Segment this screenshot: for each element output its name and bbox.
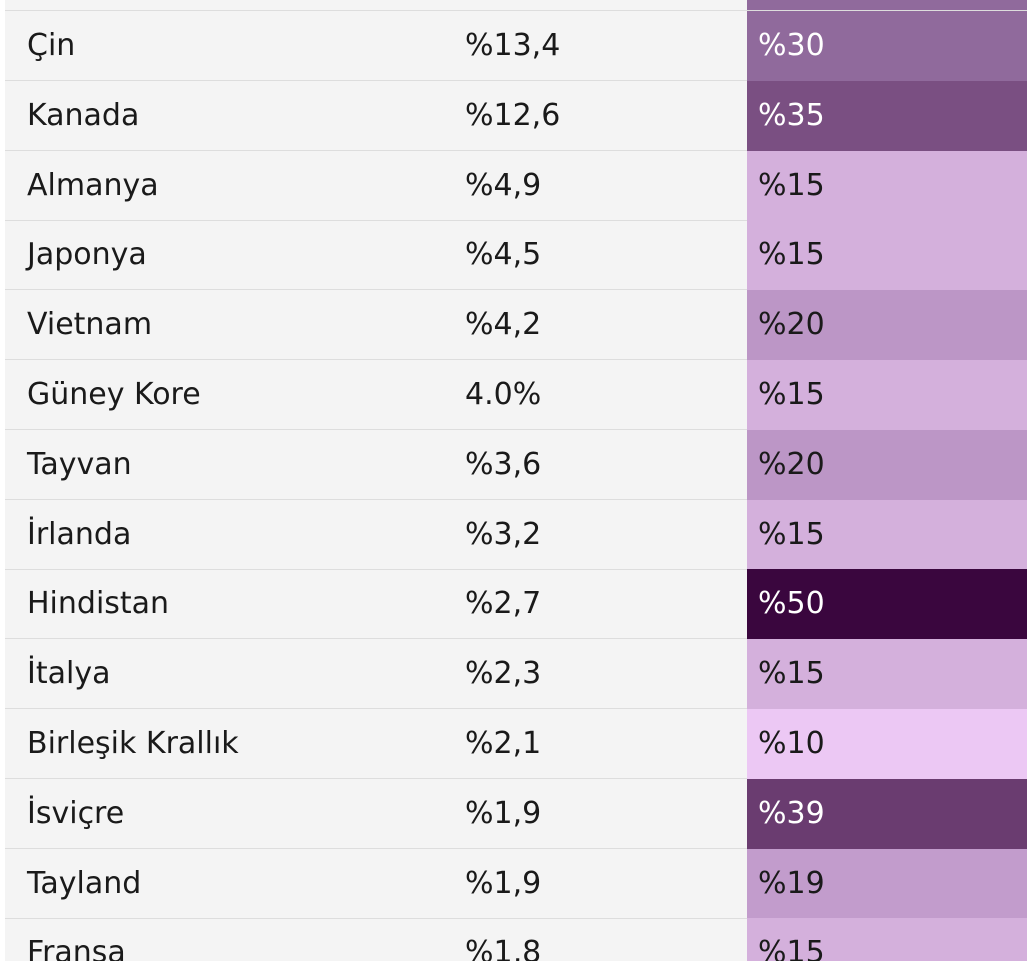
tariff-cell: %39 bbox=[747, 779, 1027, 849]
tariff-value: %15 bbox=[758, 377, 825, 412]
tariff-value: %30 bbox=[758, 28, 825, 63]
import-share-cell: %13,4 bbox=[465, 28, 561, 63]
country-cell: İtalya bbox=[27, 656, 111, 691]
tariff-value: %39 bbox=[758, 796, 825, 831]
import-share-cell: %2,7 bbox=[465, 586, 542, 621]
table-row: Çin %13,4 %30 bbox=[5, 11, 1027, 81]
tariff-cell bbox=[747, 0, 1027, 10]
import-share-cell: %12,6 bbox=[465, 98, 561, 133]
tariff-cell: %15 bbox=[747, 151, 1027, 221]
import-share-cell: 4.0% bbox=[465, 377, 542, 412]
tariff-cell: %15 bbox=[747, 360, 1027, 430]
country-cell: Almanya bbox=[27, 168, 159, 203]
tariff-cell: %20 bbox=[747, 430, 1027, 500]
table-row: Japonya %4,5 %15 bbox=[5, 220, 1027, 290]
import-share-cell: %4,9 bbox=[465, 168, 542, 203]
tariff-cell: %15 bbox=[747, 918, 1027, 961]
country-cell: İrlanda bbox=[27, 517, 132, 552]
table-row: İtalya %2,3 %15 bbox=[5, 639, 1027, 709]
table-row-partial bbox=[5, 0, 1027, 11]
import-share-cell: %1,9 bbox=[465, 796, 542, 831]
table-row: Fransa %1,8 %15 bbox=[5, 918, 1027, 961]
tariff-cell: %30 bbox=[747, 11, 1027, 81]
country-cell: Tayland bbox=[27, 866, 142, 901]
tariff-cell: %50 bbox=[747, 569, 1027, 639]
tariff-value: %15 bbox=[758, 935, 825, 961]
tariff-cell: %15 bbox=[747, 220, 1027, 290]
country-cell: Çin bbox=[27, 28, 76, 63]
table-row: İrlanda %3,2 %15 bbox=[5, 500, 1027, 570]
import-share-cell: %1,9 bbox=[465, 866, 542, 901]
table-row: Tayvan %3,6 %20 bbox=[5, 430, 1027, 500]
tariff-value: %10 bbox=[758, 726, 825, 761]
tariff-cell: %20 bbox=[747, 290, 1027, 360]
country-cell: İsviçre bbox=[27, 796, 125, 831]
tariff-cell: %15 bbox=[747, 500, 1027, 570]
country-cell: Hindistan bbox=[27, 586, 170, 621]
country-cell: Vietnam bbox=[27, 307, 153, 342]
tariff-value: %19 bbox=[758, 866, 825, 901]
table-row: Almanya %4,9 %15 bbox=[5, 151, 1027, 221]
table-row: Vietnam %4,2 %20 bbox=[5, 290, 1027, 360]
table-row: Birleşik Krallık %2,1 %10 bbox=[5, 709, 1027, 779]
country-cell: Fransa bbox=[27, 935, 126, 961]
tariff-value: %20 bbox=[758, 307, 825, 342]
tariff-value: %20 bbox=[758, 447, 825, 482]
tariff-cell: %19 bbox=[747, 849, 1027, 919]
import-share-cell: %1,8 bbox=[465, 935, 542, 961]
tariff-value: %15 bbox=[758, 656, 825, 691]
table-row: Kanada %12,6 %35 bbox=[5, 81, 1027, 151]
import-share-cell: %3,2 bbox=[465, 517, 542, 552]
table-row: Güney Kore 4.0% %15 bbox=[5, 360, 1027, 430]
import-share-cell: %3,6 bbox=[465, 447, 542, 482]
country-cell: Kanada bbox=[27, 98, 140, 133]
table-row: Hindistan %2,7 %50 bbox=[5, 569, 1027, 639]
country-cell: Japonya bbox=[27, 237, 147, 272]
tariff-value: %35 bbox=[758, 98, 825, 133]
import-share-cell: %2,3 bbox=[465, 656, 542, 691]
tariff-cell: %15 bbox=[747, 639, 1027, 709]
tariff-value: %15 bbox=[758, 168, 825, 203]
country-cell: Tayvan bbox=[27, 447, 132, 482]
table-row: İsviçre %1,9 %39 bbox=[5, 779, 1027, 849]
import-share-cell: %4,2 bbox=[465, 307, 542, 342]
import-share-cell: %2,1 bbox=[465, 726, 542, 761]
tariff-value: %50 bbox=[758, 586, 825, 621]
table-row: Tayland %1,9 %19 bbox=[5, 849, 1027, 919]
import-share-cell: %4,5 bbox=[465, 237, 542, 272]
country-cell: Birleşik Krallık bbox=[27, 726, 239, 761]
tariff-table: Çin %13,4 %30 Kanada %12,6 %35 Almanya %4,9 %15 J… bbox=[5, 0, 1027, 961]
tariff-value: %15 bbox=[758, 517, 825, 552]
tariff-value: %15 bbox=[758, 237, 825, 272]
country-cell: Güney Kore bbox=[27, 377, 201, 412]
tariff-cell: %35 bbox=[747, 81, 1027, 151]
tariff-cell: %10 bbox=[747, 709, 1027, 779]
